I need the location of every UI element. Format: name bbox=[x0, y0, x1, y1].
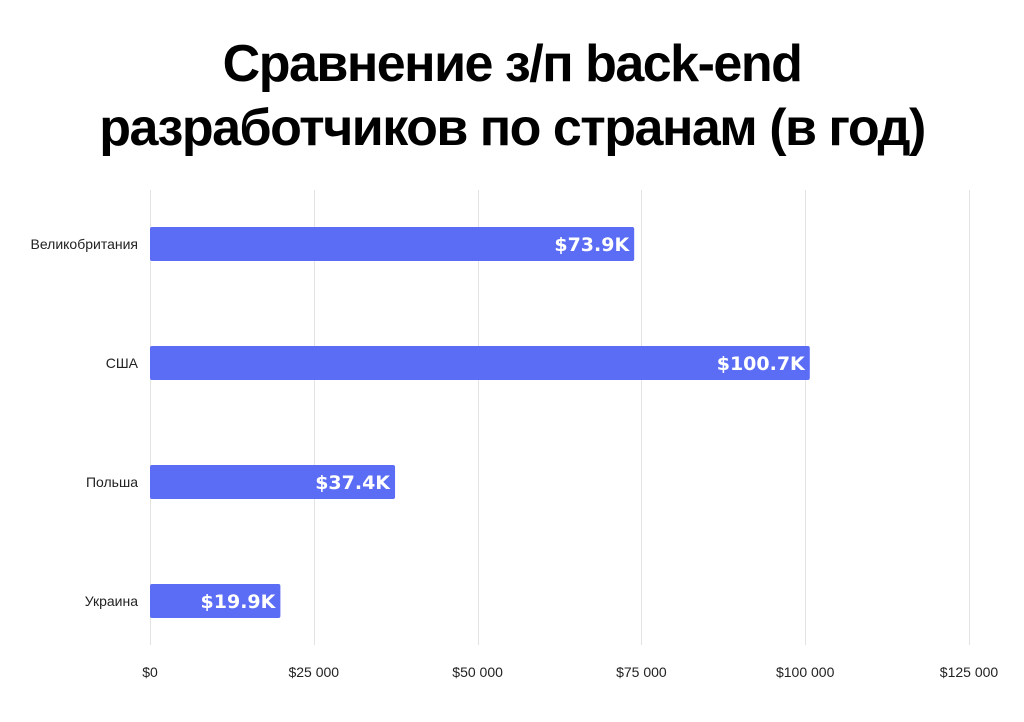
x-tick-label: $125 000 bbox=[940, 664, 999, 680]
chart-title-line-1: Сравнение з/п back-end bbox=[222, 35, 803, 93]
bar-value-label: $19.9K bbox=[201, 591, 277, 613]
bar-value-label: $37.4K bbox=[315, 472, 391, 494]
chart-title-line-2: разработчиков по странам (в год) bbox=[99, 99, 926, 157]
bar-value-label: $73.9K bbox=[554, 234, 630, 256]
category-label: Украина bbox=[85, 593, 139, 609]
category-label: Великобритания bbox=[30, 236, 138, 252]
bar-сша bbox=[150, 346, 810, 380]
bar-украина bbox=[150, 584, 281, 618]
gridlines bbox=[150, 190, 970, 645]
category-label: США bbox=[106, 355, 139, 371]
bar-польша bbox=[150, 465, 396, 499]
x-tick-label: $0 bbox=[142, 664, 158, 680]
x-tick-label: $75 000 bbox=[616, 664, 667, 680]
category-labels: Великобритания США Польша Украина bbox=[30, 236, 138, 609]
x-tick-label: $100 000 bbox=[776, 664, 835, 680]
chart-title: Сравнение з/п back-end разработчиков по … bbox=[0, 32, 1024, 160]
x-tick-label: $50 000 bbox=[452, 664, 503, 680]
x-tick-label: $25 000 bbox=[288, 664, 339, 680]
bar-великобритания bbox=[150, 227, 635, 261]
bar-value-label: $100.7K bbox=[717, 353, 806, 375]
category-label: Польша bbox=[86, 474, 138, 490]
bars: $73.9K $100.7K $37.4K $19.9K bbox=[150, 227, 810, 618]
x-axis-tick-labels: $0 $25 000 $50 000 $75 000 $100 000 $125 000 bbox=[142, 664, 998, 680]
